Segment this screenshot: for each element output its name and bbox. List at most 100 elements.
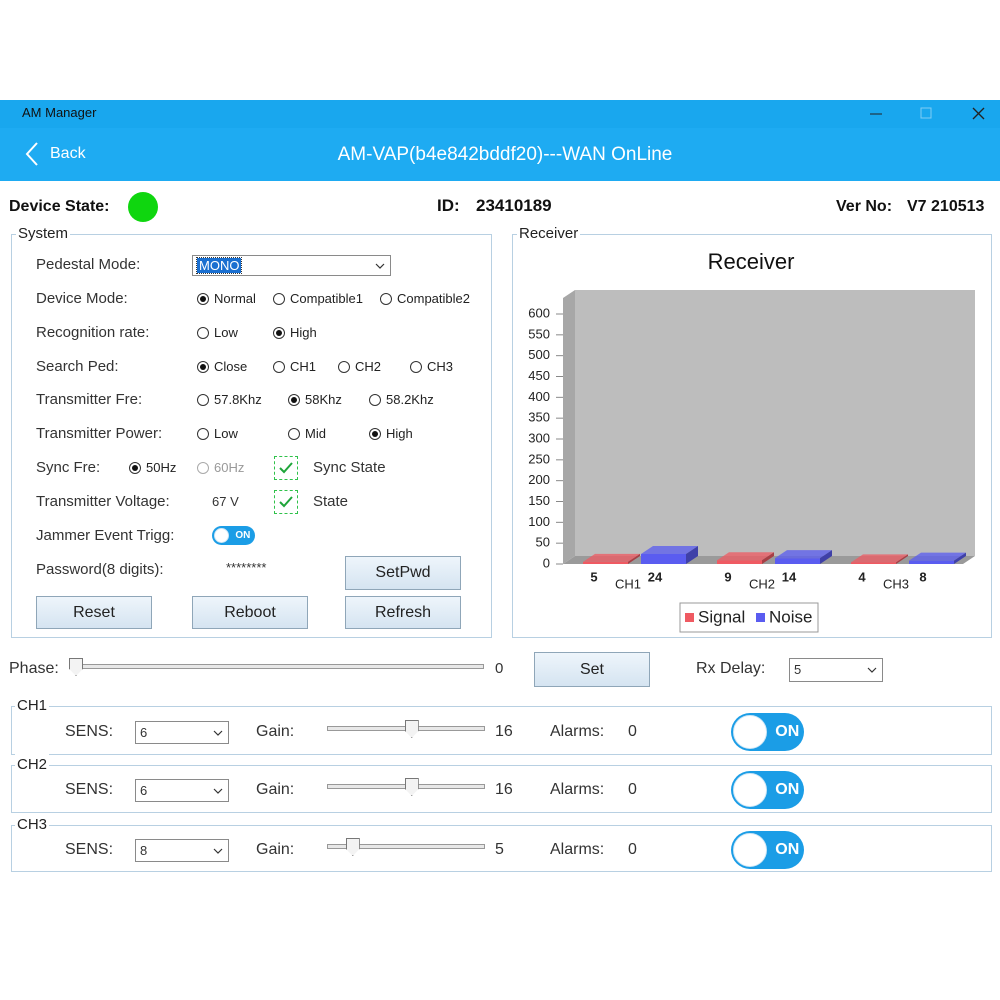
y-tick-label: 600 — [528, 305, 550, 320]
y-tick-label: 500 — [528, 347, 550, 362]
field-label: Transmitter Power: — [36, 425, 163, 442]
radio-label: Low — [214, 325, 238, 340]
dropdown[interactable]: 6 — [135, 779, 229, 802]
back-icon[interactable] — [22, 141, 42, 167]
toggle-label: ON — [775, 723, 800, 740]
radio-button[interactable] — [129, 462, 141, 474]
id-label: ID: — [437, 196, 460, 215]
radio-button[interactable] — [288, 428, 300, 440]
button[interactable]: Set — [534, 652, 650, 687]
button[interactable]: Refresh — [345, 596, 461, 629]
radio-label: Compatible1 — [290, 291, 363, 306]
radio-button[interactable] — [369, 428, 381, 440]
field-label: Gain: — [256, 841, 295, 858]
alarm-count: 0 — [628, 841, 637, 858]
dropdown-value: 5 — [794, 662, 802, 677]
window-controls[interactable] — [860, 102, 990, 126]
radio-button[interactable] — [197, 361, 209, 373]
radio-button[interactable] — [197, 394, 209, 406]
field-label: SENS: — [65, 723, 114, 740]
y-tick-label: 0 — [543, 555, 550, 570]
bar — [775, 558, 820, 564]
title-bar — [0, 100, 1000, 128]
dropdown[interactable]: MONO — [192, 255, 391, 276]
slider-thumb[interactable] — [69, 658, 83, 676]
field-label: Password(8 digits): — [36, 561, 164, 578]
dropdown-arrow — [375, 263, 385, 269]
bar-top — [583, 553, 640, 562]
alarm-count: 0 — [628, 723, 637, 740]
checkbox-label: Sync State — [313, 459, 386, 476]
chart-back-wall — [575, 290, 975, 556]
radio-label: CH2 — [355, 359, 382, 374]
radio-button[interactable] — [197, 327, 209, 339]
checkbox[interactable] — [274, 490, 298, 514]
dropdown[interactable]: 6 — [135, 721, 229, 744]
data-label: 4 — [858, 569, 866, 584]
radio-label: Compatible2 — [397, 291, 470, 306]
radio-dot — [276, 330, 282, 336]
radio-button[interactable] — [197, 293, 209, 305]
slider-track — [70, 664, 484, 669]
data-label: 14 — [782, 569, 797, 584]
bar-side — [686, 546, 698, 564]
button[interactable]: Reboot — [192, 596, 308, 629]
y-tick-label: 50 — [536, 535, 550, 550]
button[interactable]: Reset — [36, 596, 152, 629]
y-tick-label: 300 — [528, 430, 550, 445]
radio-button[interactable] — [273, 293, 285, 305]
dropdown[interactable]: 5 — [789, 658, 883, 682]
y-tick-label: 550 — [528, 326, 550, 341]
radio-dot — [372, 431, 378, 437]
radio-button[interactable] — [338, 361, 350, 373]
bar — [851, 562, 896, 564]
radio-label: Normal — [214, 291, 256, 306]
x-tick-label: CH3 — [883, 576, 909, 591]
checkbox-label: State — [313, 493, 349, 510]
toggle-knob — [733, 773, 767, 807]
slider-thumb[interactable] — [345, 838, 360, 856]
back-button[interactable]: Back — [50, 145, 86, 162]
radio-label: High — [290, 325, 317, 340]
radio-button[interactable] — [410, 361, 422, 373]
radio-label: 58.2Khz — [386, 392, 434, 407]
field-label: Transmitter Fre: — [36, 391, 143, 408]
toggle-knob — [214, 528, 229, 543]
field-label: Alarms: — [550, 781, 605, 798]
radio-button[interactable] — [273, 361, 285, 373]
radio-label: Mid — [305, 426, 326, 441]
field-label: Phase: — [9, 660, 59, 677]
gain-value: 16 — [495, 781, 513, 798]
radio-button[interactable] — [197, 462, 209, 474]
radio-button[interactable] — [380, 293, 392, 305]
slider-thumb[interactable] — [404, 720, 419, 738]
radio-dot — [200, 296, 206, 302]
group-title: CH2 — [15, 754, 50, 776]
check-mark — [279, 462, 293, 474]
slider-thumb[interactable] — [404, 778, 419, 796]
legend-label: Signal — [698, 607, 745, 626]
radio-label: 60Hz — [214, 460, 245, 475]
radio-button[interactable] — [273, 327, 285, 339]
y-tick-label: 200 — [528, 472, 550, 487]
dropdown-value: 6 — [140, 783, 148, 798]
radio-button[interactable] — [369, 394, 381, 406]
radio-button[interactable] — [197, 428, 209, 440]
bar-side — [820, 550, 832, 564]
x-tick-label: CH1 — [615, 576, 641, 591]
field-label: Alarms: — [550, 841, 605, 858]
dropdown[interactable]: 8 — [135, 839, 229, 862]
bar-side — [954, 552, 966, 564]
toggle-knob — [733, 715, 767, 749]
checkbox[interactable] — [274, 456, 298, 480]
button[interactable]: SetPwd — [345, 556, 461, 590]
radio-label: 50Hz — [146, 460, 177, 475]
page-heading: AM-VAP(b4e842bddf20)---WAN OnLine — [337, 144, 673, 165]
bar-side — [896, 554, 908, 564]
bar — [909, 560, 954, 564]
field-label: SENS: — [65, 781, 114, 798]
radio-button[interactable] — [288, 394, 300, 406]
radio-label: CH1 — [290, 359, 317, 374]
slider-track — [327, 844, 485, 849]
